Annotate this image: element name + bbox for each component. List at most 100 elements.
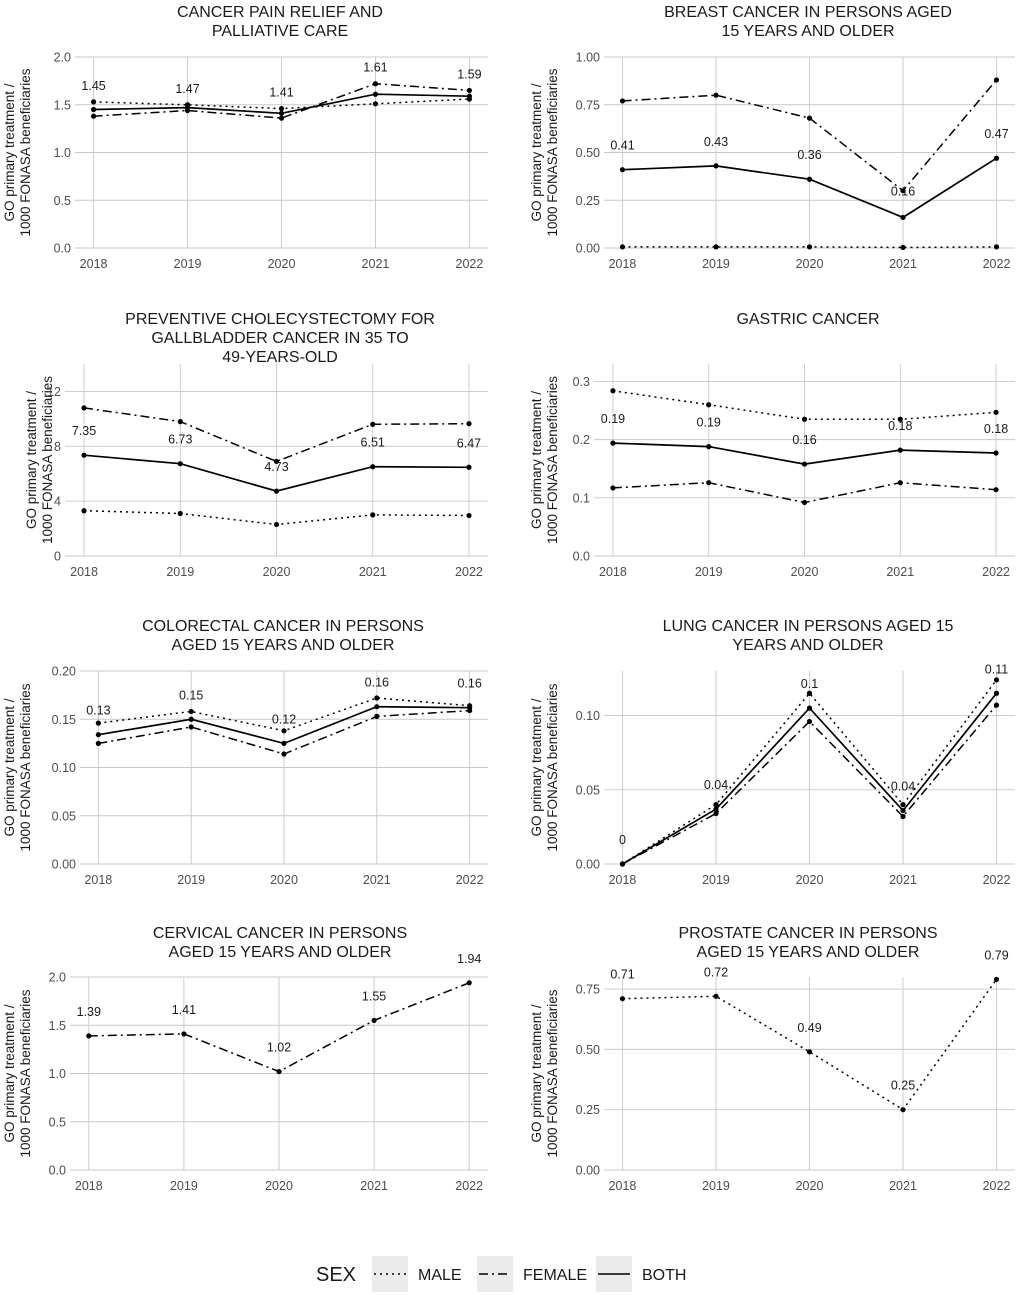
x-tick-label: 2019: [177, 873, 205, 887]
legend-key-male: [372, 1256, 408, 1292]
x-tick-label: 2019: [702, 873, 730, 887]
data-label: 1.55: [362, 989, 386, 1003]
x-tick-label: 2022: [983, 873, 1011, 887]
data-label: 1.39: [77, 1005, 101, 1019]
panel-title-line: PALLIATIVE CARE: [212, 23, 348, 40]
data-point-male: [993, 409, 999, 415]
series-line-male: [622, 679, 998, 865]
legend-label: FEMALE: [523, 1267, 587, 1284]
y-tick-label: 0.25: [576, 1103, 600, 1117]
panel-title-line: 49-YEARS-OLD: [222, 349, 338, 366]
data-point-male: [466, 512, 472, 519]
x-tick-label: 2018: [609, 257, 637, 271]
y-axis-label: GO primary treatment /1000 FONASA benefi…: [529, 68, 560, 236]
data-label: 0.18: [888, 419, 912, 433]
data-label: 0.43: [704, 135, 728, 149]
data-point-male: [177, 510, 183, 517]
panel-title: COLORECTAL CANCER IN PERSONS AGED 15 YEAR…: [142, 618, 424, 654]
data-label: 6.47: [457, 436, 481, 450]
x-tick-label: 2019: [166, 565, 194, 579]
data-point-female: [897, 480, 903, 486]
x-tick-label: 2021: [363, 873, 391, 887]
data-point-male: [806, 1049, 813, 1055]
data-label: 1.47: [175, 82, 199, 96]
y-tick-label: 0.25: [576, 194, 600, 208]
y-tick-label: 0.0: [54, 242, 71, 256]
data-point-male: [900, 244, 906, 251]
x-tick-label: 2020: [796, 257, 824, 271]
data-point-both: [184, 105, 191, 111]
y-axis-label-line: 1000 FONASA beneficiaries: [545, 989, 560, 1157]
y-tick-label: 0.05: [576, 783, 600, 797]
y-axis-label-line: GO primary treatment /: [2, 698, 17, 836]
panel-title-line: YEARS AND OLDER: [732, 637, 883, 654]
x-tick-label: 2018: [84, 873, 112, 887]
data-point-female: [619, 98, 626, 104]
y-tick-label: 0.75: [576, 98, 600, 112]
y-axis-label-line: 1000 FONASA beneficiaries: [40, 376, 55, 544]
x-tick-label: 2019: [702, 1179, 730, 1193]
data-point-female: [900, 813, 906, 820]
data-label: 0.72: [704, 965, 728, 979]
data-point-both: [372, 91, 379, 97]
x-tick-label: 2022: [456, 257, 484, 271]
data-point-male: [713, 993, 719, 999]
data-point-female: [466, 980, 472, 986]
y-axis-label: GO primary treatment /1000 FONASA benefi…: [2, 683, 33, 851]
data-label: 0.79: [984, 948, 1008, 962]
data-point-both: [993, 155, 1000, 161]
x-tick-label: 2021: [886, 565, 914, 579]
x-tick-label: 2022: [456, 873, 484, 887]
legend: SEX MALE FEMALE BOTH: [316, 1256, 686, 1292]
data-label: 0.19: [697, 416, 721, 430]
series-line-female: [622, 79, 998, 192]
data-point-both: [806, 705, 813, 711]
data-point-female: [806, 718, 813, 725]
y-axis-label: GO primary treatment /1000 FONASA benefi…: [2, 989, 33, 1157]
legend-item-both: BOTH: [596, 1256, 686, 1292]
data-label: 1.61: [363, 61, 387, 75]
data-point-female: [181, 1031, 187, 1037]
series-line-male: [93, 98, 470, 110]
data-label: 0.04: [704, 778, 728, 792]
data-point-both: [619, 167, 626, 173]
data-point-female: [993, 77, 1000, 83]
panel-title-line: CANCER PAIN RELIEF AND: [177, 4, 383, 21]
x-tick-label: 2022: [983, 257, 1011, 271]
data-label: 6.73: [168, 433, 192, 447]
data-point-both: [81, 452, 87, 458]
data-point-male: [370, 512, 376, 518]
panel-title-line: GALLBLADDER CANCER IN 35 TO: [151, 330, 408, 347]
panel-title: LUNG CANCER IN PERSONS AGED 15 YEARS AND …: [663, 618, 954, 654]
x-tick-label: 2020: [268, 257, 296, 271]
data-point-both: [713, 163, 719, 169]
data-point-male: [81, 508, 87, 514]
series-line-female: [83, 407, 470, 463]
y-tick-label: 1.5: [54, 98, 71, 112]
legend-item-male: MALE: [372, 1256, 462, 1292]
panel-title-line: PREVENTIVE CHOLECYSTECTOMY FOR: [125, 311, 435, 328]
data-point-male: [806, 244, 813, 250]
x-tick-label: 2021: [360, 1179, 388, 1193]
data-point-female: [177, 419, 183, 425]
y-tick-label: 1.0: [49, 1067, 66, 1081]
data-point-both: [374, 704, 380, 710]
y-tick-label: 0.10: [576, 709, 600, 723]
chart-panel-2: BREAST CANCER IN PERSONS AGED 15 YEARS AN…: [529, 4, 1015, 271]
y-tick-label: 0.2: [573, 433, 590, 447]
panel-title-line: 15 YEARS AND OLDER: [721, 23, 894, 40]
data-point-both: [177, 461, 183, 467]
y-axis-label: GO primary treatment /1000 FONASA benefi…: [529, 376, 560, 544]
data-point-both: [897, 447, 903, 453]
data-point-male: [619, 244, 626, 250]
data-point-both: [95, 732, 101, 738]
data-point-both: [993, 690, 1000, 696]
data-point-female: [86, 1033, 92, 1039]
data-label: 0.36: [797, 148, 821, 162]
data-point-female: [90, 113, 97, 119]
panel-title-line: AGED 15 YEARS AND OLDER: [697, 944, 920, 961]
panel-title: PREVENTIVE CHOLECYSTECTOMY FOR GALLBLADDE…: [125, 311, 435, 366]
data-label: 0.71: [610, 968, 634, 982]
data-point-both: [273, 488, 280, 494]
